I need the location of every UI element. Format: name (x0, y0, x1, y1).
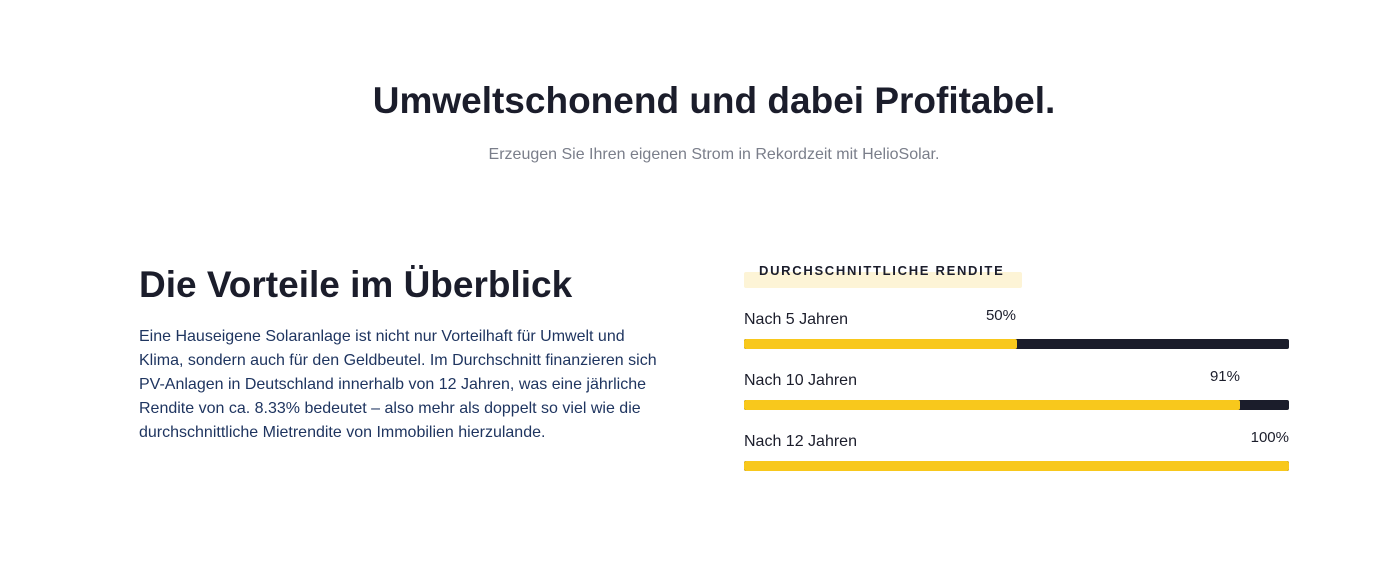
progress-track (744, 400, 1289, 410)
progress-label: Nach 5 Jahren (744, 311, 849, 328)
progress-fill (744, 461, 1289, 471)
progress-track (744, 339, 1289, 349)
progress-fill (744, 339, 1017, 349)
hero-title: Umweltschonend und dabei Profitabel. (372, 80, 1056, 121)
progress-percent: 50% (985, 307, 1016, 324)
progress-row-12-years: Nach 12 Jahren 100% (744, 429, 1289, 473)
progress-row-5-years: Nach 5 Jahren 50% (744, 307, 1289, 351)
progress-label: Nach 10 Jahren (744, 372, 857, 389)
hero-subtitle: Erzeugen Sie Ihren eigenen Strom in Reko… (488, 146, 940, 163)
progress-label: Nach 12 Jahren (744, 433, 857, 450)
progress-track (744, 461, 1289, 471)
returns-label: DURCHSCHNITTLICHE RENDITE (744, 263, 1022, 288)
progress-fill (744, 400, 1240, 410)
progress-percent: 91% (1209, 368, 1240, 385)
returns-label-highlight (744, 272, 1022, 288)
benefits-title: Die Vorteile im Überblick (139, 264, 573, 305)
benefits-text: Eine Hauseigene Solaranlage ist nicht nu… (139, 328, 657, 441)
progress-percent: 100% (1250, 429, 1289, 446)
returns-label-text: DURCHSCHNITTLICHE RENDITE (759, 263, 1005, 278)
progress-row-10-years: Nach 10 Jahren 91% (744, 368, 1289, 412)
